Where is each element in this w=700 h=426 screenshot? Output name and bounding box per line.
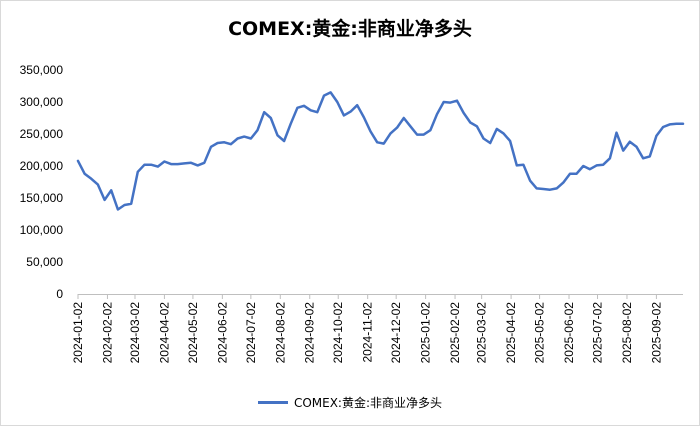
- x-tick-label: 2024-11-02: [361, 302, 375, 363]
- series-line: [76, 91, 685, 211]
- x-tick-label: 2024-04-02: [157, 302, 171, 364]
- y-tick-label: 50,000: [26, 255, 63, 269]
- x-tick-label: 2025-04-02: [504, 302, 518, 364]
- y-tick-label: 250,000: [20, 127, 64, 141]
- y-tick-label: 0: [56, 287, 63, 301]
- x-tick-label: 2024-12-02: [389, 302, 403, 364]
- chart-title: COMEX:黄金:非商业净多头: [228, 18, 472, 40]
- x-tick-label: 2025-05-02: [533, 302, 547, 364]
- x-tick-label: 2025-08-02: [620, 302, 634, 364]
- x-tick-label: 2024-07-02: [244, 302, 258, 364]
- legend-label: COMEX:黄金:非商业净多头: [293, 396, 443, 410]
- x-tick-label: 2024-03-02: [128, 302, 142, 364]
- chart-legend: COMEX:黄金:非商业净多头: [0, 394, 700, 411]
- y-tick-label: 300,000: [20, 95, 64, 109]
- x-tick-label: 2025-09-02: [649, 302, 663, 364]
- x-tick-label: 2025-01-02: [419, 302, 433, 364]
- x-tick-label: 2024-06-02: [215, 302, 229, 364]
- x-tick-label: 2025-06-02: [562, 302, 576, 364]
- x-axis-ticks: 2024-01-02 2024-02-02 2024-03-02 2024-04-02…: [71, 294, 663, 363]
- x-tick-label: 2025-03-02: [475, 302, 489, 364]
- y-tick-label: 200,000: [20, 159, 64, 173]
- x-tick-label: 2024-05-02: [186, 302, 200, 364]
- x-tick-label: 2025-07-02: [591, 302, 605, 364]
- x-tick-label: 2025-02-02: [448, 302, 462, 364]
- x-tick-label: 2024-09-02: [303, 302, 317, 364]
- x-tick-label: 2024-02-02: [100, 302, 114, 364]
- chart-series: [76, 91, 685, 211]
- x-tick-label: 2024-10-02: [331, 302, 345, 364]
- x-tick-label: 2024-08-02: [273, 302, 287, 364]
- legend-line-swatch: [257, 401, 288, 404]
- y-tick-label: 150,000: [20, 191, 64, 205]
- y-tick-label: 100,000: [20, 223, 64, 237]
- y-axis-ticks: 0 50,000 100,000 150,000 200,000 250,000 300,0…: [20, 63, 64, 301]
- y-tick-label: 350,000: [20, 63, 64, 77]
- x-tick-label: 2024-01-02: [71, 302, 85, 364]
